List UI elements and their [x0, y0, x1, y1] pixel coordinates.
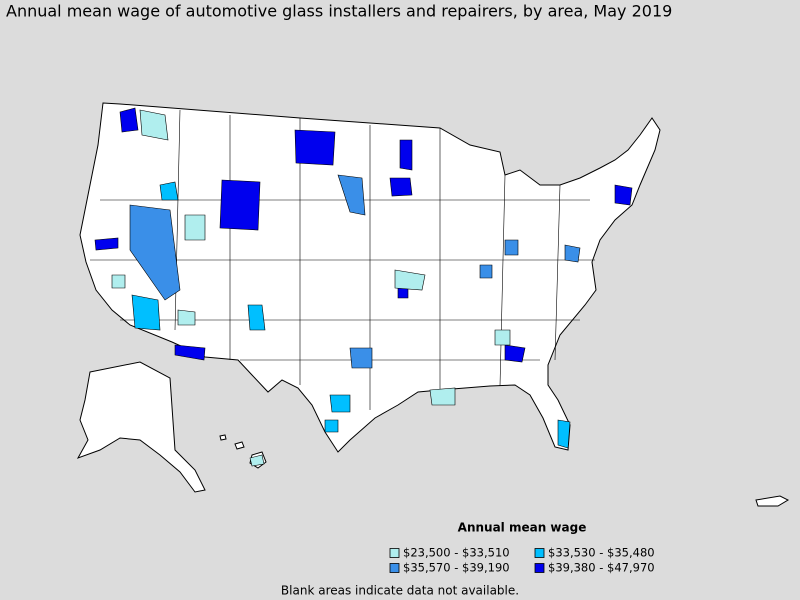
legend-title: Annual mean wage — [458, 521, 587, 535]
wage-area — [557, 419, 571, 449]
wage-area — [294, 129, 336, 166]
wage-area — [479, 264, 493, 279]
wage-area — [247, 304, 266, 331]
legend-swatch — [389, 563, 400, 573]
wage-area — [159, 181, 179, 201]
wage-area — [139, 109, 169, 141]
wage-area — [131, 294, 161, 331]
wage-area — [177, 309, 196, 326]
wage-area — [504, 239, 519, 256]
wage-area — [614, 184, 633, 206]
area-borders — [90, 109, 595, 410]
wage-area — [119, 107, 139, 133]
wage-area — [494, 329, 511, 346]
wage-area — [184, 214, 206, 241]
wage-area — [389, 177, 413, 197]
wage-area — [219, 179, 261, 231]
shaded-areas — [94, 107, 633, 467]
legend-label: $35,570 - $39,190 — [403, 561, 510, 575]
footnote: Blank areas indicate data not available. — [281, 584, 519, 598]
legend-label: $33,530 - $35,480 — [548, 546, 655, 560]
map-title: Annual mean wage of automotive glass ins… — [6, 2, 672, 21]
wage-area — [329, 394, 351, 413]
wage-area — [399, 139, 413, 171]
wage-area — [249, 454, 265, 467]
wage-area — [111, 274, 126, 289]
wage-area — [337, 174, 366, 216]
wage-area — [94, 237, 119, 251]
wage-area — [324, 419, 339, 433]
alaska — [76, 361, 206, 493]
legend-swatch — [534, 563, 545, 573]
wage-area — [174, 344, 206, 361]
legend: $23,500 - $33,510 $33,530 - $35,480 $35,57… — [389, 546, 655, 575]
legend-label: $39,380 - $47,970 — [548, 561, 655, 575]
wage-area — [429, 387, 456, 406]
legend-label: $23,500 - $33,510 — [403, 546, 510, 560]
wage-area — [129, 204, 181, 301]
wage-area — [564, 244, 581, 263]
puerto-rico — [755, 495, 790, 507]
wage-area — [349, 347, 373, 369]
wage-area — [394, 269, 426, 291]
legend-swatch — [389, 548, 400, 558]
wage-area — [504, 344, 526, 363]
legend-swatch — [534, 548, 545, 558]
